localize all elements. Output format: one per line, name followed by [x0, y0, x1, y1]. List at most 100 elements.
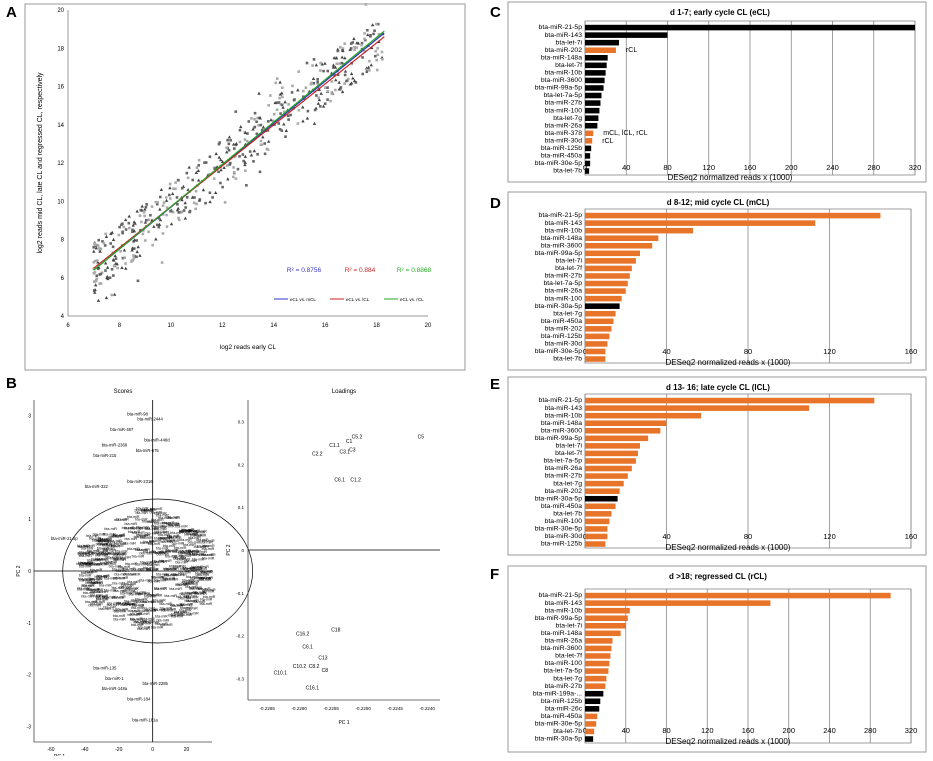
a-point-regressed [238, 140, 242, 144]
a-point-regressed [343, 82, 346, 85]
b-loadings-x-tick: -0.2240 [420, 706, 436, 711]
b-score-label: bta-miR [186, 575, 199, 579]
bar-x-tick-label: 80 [744, 347, 752, 356]
bar-x-tick-label: 200 [785, 163, 798, 172]
a-point-mid [323, 102, 327, 105]
b-scores-title: Scores [114, 389, 133, 395]
a-point-regressed [287, 103, 290, 106]
a-point-late [98, 249, 102, 253]
a-legend-label: eCL vs. rCL [400, 297, 424, 302]
b-score-label: bta-miR [180, 613, 193, 617]
b-score-label: bta-miR [169, 587, 182, 591]
b-score-label: bta-miR [192, 552, 205, 556]
a-point-regressed [150, 205, 154, 208]
a-point-mid [247, 120, 251, 123]
b-score-label: bta-miR [131, 623, 144, 627]
b-score-label: bta-miR [193, 591, 206, 595]
a-point-late [92, 290, 97, 294]
bar [585, 62, 607, 69]
panel-d-frame [507, 191, 927, 371]
bar-category-label: bta-let-7i [556, 258, 583, 265]
b-score-label: bta-miR [125, 537, 138, 541]
b-score-label: bta-miR [124, 527, 137, 531]
b-score-label: bta-miR [145, 527, 158, 531]
b-score-label: bta-miR [130, 612, 143, 616]
b-score-label: bta-miR [163, 567, 176, 571]
a-point-mid [175, 196, 179, 199]
b-score-label: bta-miR [112, 582, 125, 586]
a-point-regressed [110, 293, 114, 297]
b-loadings-y-label: PC 2 [226, 544, 232, 555]
a-point-mid [155, 223, 159, 227]
b-score-label: bta-miR [171, 612, 184, 616]
a-y-tick-label: 4 [61, 314, 65, 320]
b-score-label: bta-miR [128, 572, 141, 576]
a-point-late [314, 63, 319, 67]
a-point-mid [259, 123, 263, 127]
b-score-label: bta-miR [194, 545, 207, 549]
b-score-label: bta-miR [90, 590, 103, 594]
bar-category-label: bta-miR-125b [541, 145, 582, 152]
a-point-late [135, 209, 139, 213]
a-point-regressed [116, 266, 119, 270]
b-loadings-y-tick: 0.3 [238, 419, 245, 424]
b-score-label: bta-miR [102, 543, 115, 547]
bar [585, 100, 601, 106]
b-score-label: bta-miR [104, 588, 117, 592]
a-point-mid [354, 81, 358, 84]
a-point-regressed [375, 58, 379, 62]
a-point-mid [176, 203, 179, 206]
a-point-mid [280, 129, 284, 132]
b-score-label: bta-miR [181, 592, 194, 596]
b-score-label: bta-miR [164, 573, 177, 577]
b-score-label: bta-miR [140, 541, 153, 545]
b-score-label: bta-miR [163, 539, 176, 543]
b-score-label: bta-miR [162, 524, 175, 528]
a-point-late [132, 238, 137, 242]
b-score-label: bta-miR [125, 588, 138, 592]
b-score-label: bta-miR [156, 547, 169, 551]
bar-category-label: bta-miR-450a [541, 713, 582, 720]
b-score-label: bta-miR [190, 553, 203, 557]
bar-category-label: bta-let-7i [556, 39, 583, 46]
b-score-label: bta-miR [193, 531, 206, 535]
a-point-regressed [375, 22, 378, 26]
a-point-late [239, 125, 243, 129]
b-scores-y-tick: 3 [28, 414, 31, 420]
b-score-label: bta-miR [82, 552, 95, 556]
bar-category-label: bta-miR-26a [545, 288, 583, 295]
a-point-regressed [128, 226, 131, 230]
b-score-label: bta-miR [179, 529, 192, 533]
a-point-late [169, 222, 174, 226]
bar-category-label: bta-let-7g [553, 115, 582, 122]
a-y-tick-label: 14 [57, 123, 64, 129]
a-point-mid [292, 106, 295, 110]
a-point-late [190, 195, 195, 199]
a-point-mid [127, 221, 131, 225]
a-point-regressed [160, 261, 164, 264]
a-point-late [92, 249, 96, 253]
a-point-mid [322, 69, 325, 73]
b-score-label: bta-miR [154, 526, 167, 530]
b-score-label: bta-miR [113, 533, 126, 537]
bar [585, 623, 626, 629]
b-score-named-label: bta-miR-448d [144, 437, 170, 442]
b-score-label: bta-miR [124, 522, 137, 526]
b-score-label: bta-miR [165, 554, 178, 558]
b-scores-y-tick: 1 [28, 517, 31, 523]
a-point-regressed [147, 230, 150, 234]
bar-x-tick-label: 280 [864, 726, 877, 735]
bar [585, 47, 616, 53]
bar [585, 153, 591, 159]
bar-panel-title: d >18; regressed CL (rCL) [669, 572, 767, 581]
a-point-regressed [132, 256, 136, 260]
b-score-label: bta-miR [197, 544, 210, 548]
b-score-label: bta-miR [164, 608, 177, 612]
b-score-label: bta-miR [140, 560, 153, 564]
b-score-label: bta-miR [97, 574, 110, 578]
b-score-named-label: bta-miR-148a [102, 686, 128, 691]
bar-x-tick-label: 40 [662, 532, 670, 541]
a-point-mid [326, 98, 329, 101]
b-score-label: bta-miR [190, 587, 203, 591]
a-point-regressed [165, 206, 169, 209]
